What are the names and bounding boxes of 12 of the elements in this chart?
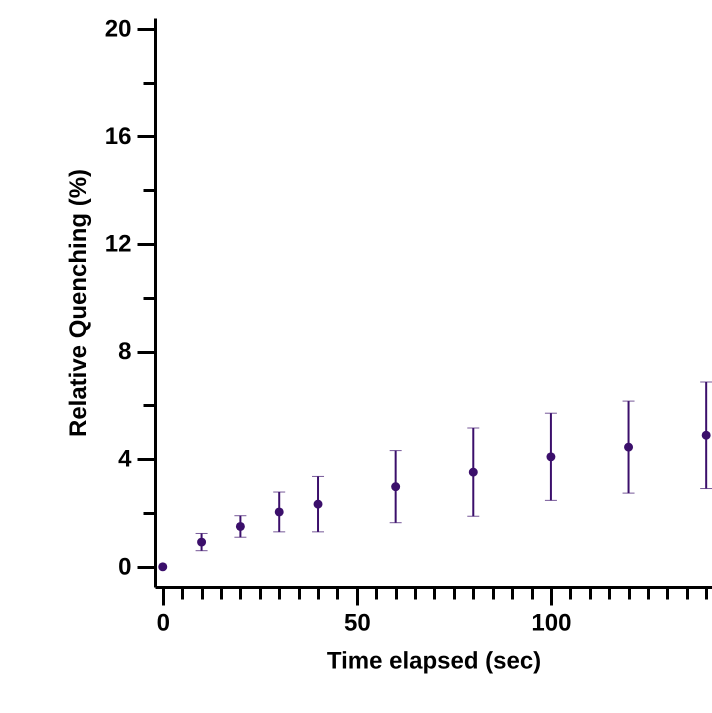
y-axis-title: Relative Quenching (%) bbox=[64, 168, 92, 438]
x-tick-label: 0 bbox=[156, 610, 170, 636]
x-axis-title: Time elapsed (sec) bbox=[326, 648, 542, 674]
y-tick-label: 12 bbox=[104, 230, 132, 258]
y-tick-label: 20 bbox=[104, 15, 132, 42]
x-tick-label: 100 bbox=[531, 610, 572, 636]
y-tick-label: 4 bbox=[118, 446, 132, 473]
point bbox=[158, 562, 168, 572]
x-tick-label: 50 bbox=[344, 610, 371, 636]
y-tick-label: 8 bbox=[118, 338, 132, 366]
y-tick-label: 0 bbox=[118, 553, 132, 580]
y-tick-label: 16 bbox=[104, 122, 132, 150]
